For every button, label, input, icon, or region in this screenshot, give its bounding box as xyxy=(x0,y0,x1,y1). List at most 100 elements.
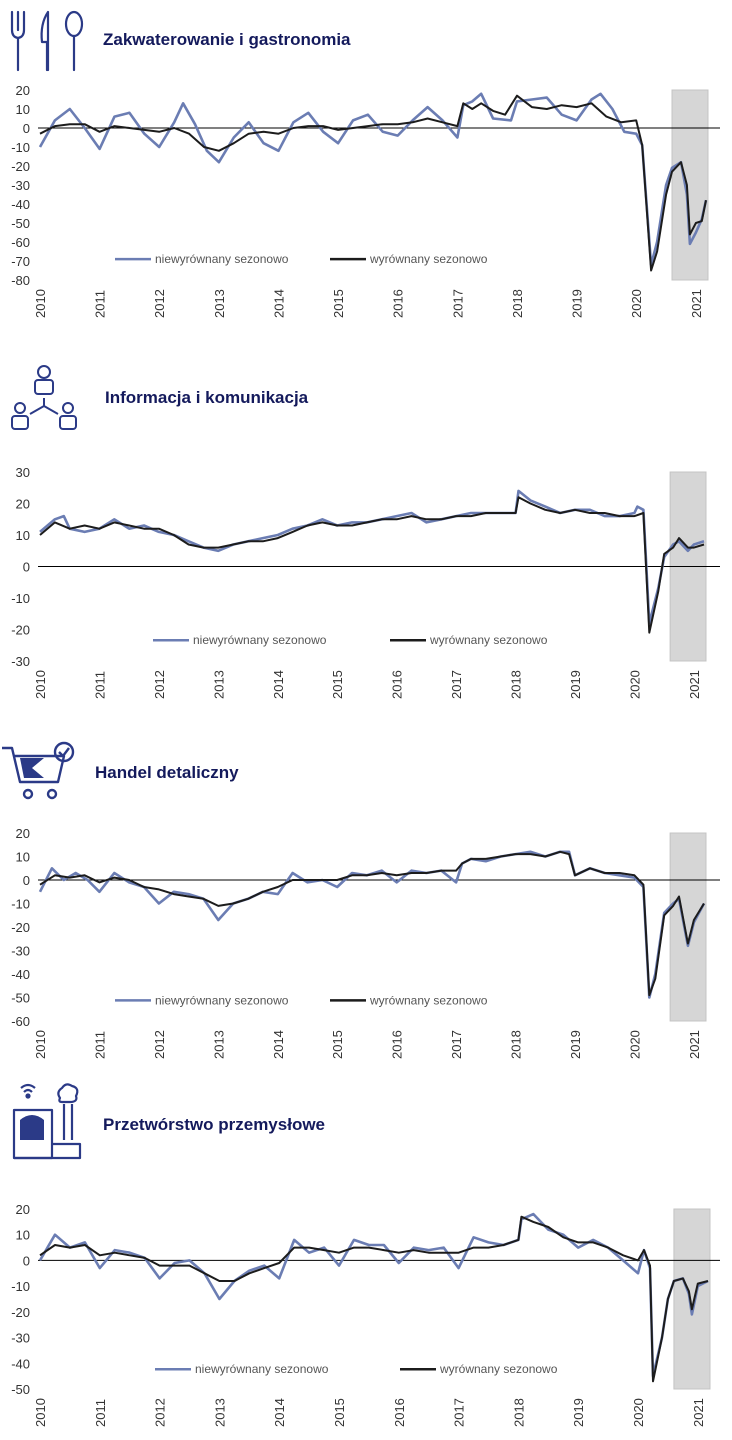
y-tick-label: -20 xyxy=(11,159,30,174)
x-tick-label: 2019 xyxy=(570,289,585,318)
x-tick-label: 2012 xyxy=(152,670,167,699)
y-tick-label: -60 xyxy=(11,235,30,250)
legend-label: niewyrównany sezonowo xyxy=(195,1362,329,1376)
x-tick-label: 2013 xyxy=(212,1398,227,1427)
y-tick-label: -40 xyxy=(11,1356,30,1371)
x-tick-label: 2018 xyxy=(510,289,525,318)
x-tick-label: 2014 xyxy=(271,1030,286,1059)
series-line-unadjusted xyxy=(38,1212,709,1378)
y-tick-label: 0 xyxy=(23,560,30,575)
x-tick-label: 2014 xyxy=(271,670,286,699)
y-tick-label: -10 xyxy=(11,140,30,155)
y-tick-label: -30 xyxy=(11,654,30,669)
x-tick-label: 2021 xyxy=(687,670,702,699)
x-tick-label: 2012 xyxy=(152,289,167,318)
x-tick-label: 2010 xyxy=(33,1398,48,1427)
y-tick-label: 20 xyxy=(16,83,30,98)
x-tick-label: 2011 xyxy=(93,1399,108,1427)
series-line-adjusted xyxy=(39,496,705,634)
series-line-unadjusted xyxy=(38,850,706,999)
x-tick-label: 2019 xyxy=(568,1030,583,1059)
y-tick-label: 0 xyxy=(23,873,30,888)
x-tick-label: 2019 xyxy=(571,1398,586,1427)
x-tick-label: 2020 xyxy=(629,289,644,318)
y-tick-label: 20 xyxy=(16,1202,30,1217)
y-tick-label: -70 xyxy=(11,254,30,269)
y-tick-label: 30 xyxy=(16,465,30,480)
y-tick-label: -40 xyxy=(11,197,30,212)
y-tick-label: 10 xyxy=(16,528,30,543)
y-tick-label: 0 xyxy=(23,1253,30,1268)
x-tick-label: 2016 xyxy=(390,1030,405,1059)
legend-label: wyrównany sezonowo xyxy=(429,633,548,647)
x-tick-label: 2015 xyxy=(330,670,345,699)
x-tick-label: 2016 xyxy=(392,1398,407,1427)
shaded-period xyxy=(671,89,709,281)
x-tick-label: 2013 xyxy=(212,289,227,318)
y-tick-label: -10 xyxy=(11,1279,30,1294)
x-tick-label: 2012 xyxy=(153,1398,168,1427)
x-tick-label: 2012 xyxy=(152,1030,167,1059)
legend-label: wyrównany sezonowo xyxy=(439,1362,558,1376)
series-line-adjusted xyxy=(39,850,705,997)
x-tick-label: 2018 xyxy=(511,1398,526,1427)
y-tick-label: 0 xyxy=(23,121,30,136)
shaded-period xyxy=(669,832,707,1022)
chart-title: Informacja i komunikacja xyxy=(105,388,309,407)
x-tick-label: 2010 xyxy=(33,670,48,699)
factory-icon xyxy=(12,1083,82,1160)
chart-panel-retail: Handel detaliczny 20 10 0 -10 -20 -30 -40 -50 -6… xyxy=(2,741,720,1059)
legend-label: wyrównany sezonowo xyxy=(369,252,488,266)
x-tick-label: 2016 xyxy=(390,670,405,699)
y-tick-label: 10 xyxy=(16,850,30,865)
x-tick-label: 2015 xyxy=(330,1030,345,1059)
y-tick-label: 10 xyxy=(16,102,30,117)
series-line-adjusted xyxy=(39,1215,709,1383)
y-tick-label: -20 xyxy=(11,920,30,935)
x-tick-label: 2013 xyxy=(211,1030,226,1059)
chart-panel-accommodation: Zakwaterowanie i gastronomia 20 10 0 -10 -20… xyxy=(0,0,732,340)
x-tick-label: 2021 xyxy=(689,289,704,318)
chart-title: Zakwaterowanie i gastronomia xyxy=(103,30,351,49)
shaded-period xyxy=(673,1208,711,1390)
x-tick-label: 2020 xyxy=(627,1030,642,1059)
legend-label: niewyrównany sezonowo xyxy=(155,252,289,266)
chart-title: Handel detaliczny xyxy=(95,763,239,782)
x-tick-label: 2020 xyxy=(631,1398,646,1427)
y-tick-label: -50 xyxy=(11,216,30,231)
y-tick-label: 20 xyxy=(16,497,30,512)
y-tick-label: -40 xyxy=(11,967,30,982)
x-tick-label: 2010 xyxy=(33,1030,48,1059)
x-tick-label: 2011 xyxy=(93,290,108,318)
series-line-unadjusted xyxy=(39,489,705,625)
x-tick-label: 2019 xyxy=(568,670,583,699)
chart-title: Przetwórstwo przemysłowe xyxy=(103,1115,326,1134)
x-tick-label: 2015 xyxy=(331,289,346,318)
y-tick-label: -50 xyxy=(11,991,30,1006)
chart-panel-information: Informacja i komunikacja 30 20 10 0 -10 -20 -3… xyxy=(0,0,732,700)
y-tick-label: -20 xyxy=(11,1305,30,1320)
cutlery-icon xyxy=(10,10,84,72)
y-tick-label: -30 xyxy=(11,178,30,193)
shopping-cart-icon xyxy=(2,741,75,800)
y-tick-label: -30 xyxy=(11,1331,30,1346)
x-tick-label: 2017 xyxy=(450,289,465,318)
legend-label: niewyrównany sezonowo xyxy=(193,633,327,647)
y-tick-label: -10 xyxy=(11,897,30,912)
x-tick-label: 2014 xyxy=(272,1398,287,1427)
x-tick-label: 2011 xyxy=(92,671,107,699)
y-tick-label: -20 xyxy=(11,623,30,638)
y-tick-label: 20 xyxy=(16,826,30,841)
series-line-adjusted xyxy=(39,94,707,272)
people-network-icon xyxy=(11,365,77,430)
y-tick-label: -60 xyxy=(11,1014,30,1029)
x-tick-label: 2018 xyxy=(509,670,524,699)
legend-label: wyrównany sezonowo xyxy=(369,993,488,1007)
y-tick-label: -50 xyxy=(11,1382,30,1397)
x-tick-label: 2016 xyxy=(391,289,406,318)
y-tick-label: 10 xyxy=(16,1228,30,1243)
x-tick-label: 2013 xyxy=(211,670,226,699)
